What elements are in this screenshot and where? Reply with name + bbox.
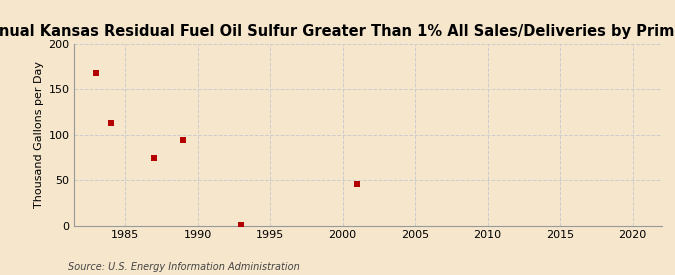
Point (352, 182, 362, 186)
Text: Source: U.S. Energy Information Administration: Source: U.S. Energy Information Administ… (68, 262, 299, 272)
Title: Annual Kansas Residual Fuel Oil Sulfur Greater Than 1% All Sales/Deliveries by P: Annual Kansas Residual Fuel Oil Sulfur G… (0, 24, 675, 39)
Point (236, 222, 246, 227)
Point (90, 71, 101, 75)
Y-axis label: Thousand Gallons per Day: Thousand Gallons per Day (34, 61, 44, 208)
Point (148, 156, 159, 161)
Point (178, 138, 188, 142)
Point (105, 121, 116, 125)
